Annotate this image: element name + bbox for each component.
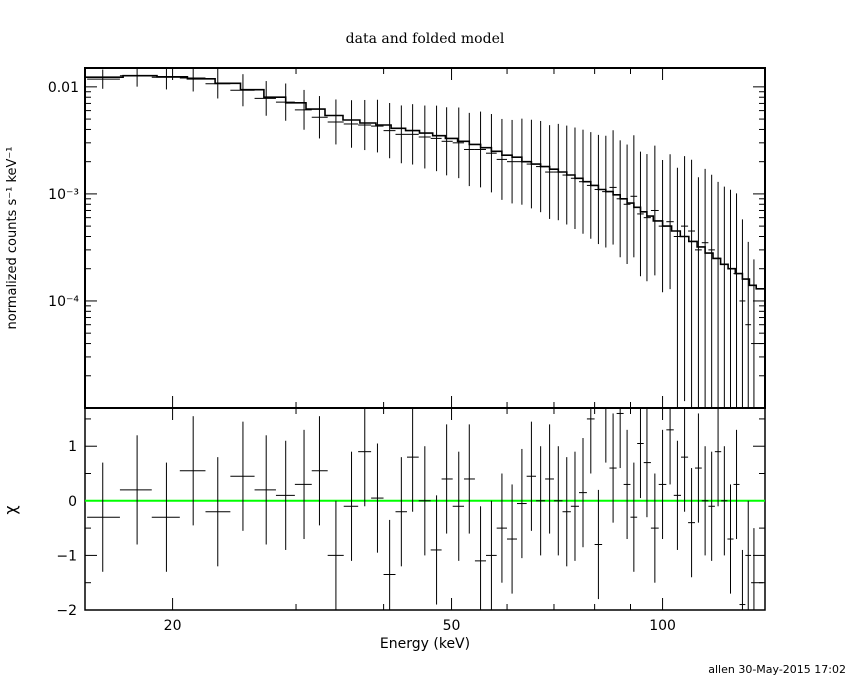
y-axis-label-upper: normalized counts s⁻¹ keV⁻¹ (5, 147, 20, 330)
y-tick-label-upper: 0.01 (48, 80, 79, 96)
x-axis-label: Energy (keV) (380, 636, 470, 652)
model-step-line (85, 74, 765, 290)
y-tick-label-lower: −1 (56, 548, 77, 564)
residual-plot-area (85, 407, 765, 610)
y-axis-label-lower: χ (1, 505, 20, 514)
x-tick-label: 50 (443, 618, 461, 634)
x-tick-label: 20 (164, 618, 182, 634)
y-tick-label-upper: 10⁻³ (48, 187, 79, 203)
y-tick-label-lower: 1 (68, 439, 77, 455)
y-tick-label-lower: 0 (68, 494, 77, 510)
spectrum-plot-area (85, 68, 765, 408)
lower-axis-ticks: 20 50 100 1 0 −1 −2 (56, 408, 765, 634)
upper-axis-ticks: 0.01 10⁻³ 10⁻⁴ (48, 68, 765, 409)
x-tick-label: 100 (649, 618, 676, 634)
footer-timestamp: allen 30-May-2015 17:02 (708, 663, 846, 676)
lower-plot-frame (84, 407, 766, 611)
y-tick-label-upper: 10⁻⁴ (48, 294, 79, 310)
chart-title: data and folded model (346, 31, 505, 47)
y-tick-label-lower: −2 (56, 603, 77, 619)
